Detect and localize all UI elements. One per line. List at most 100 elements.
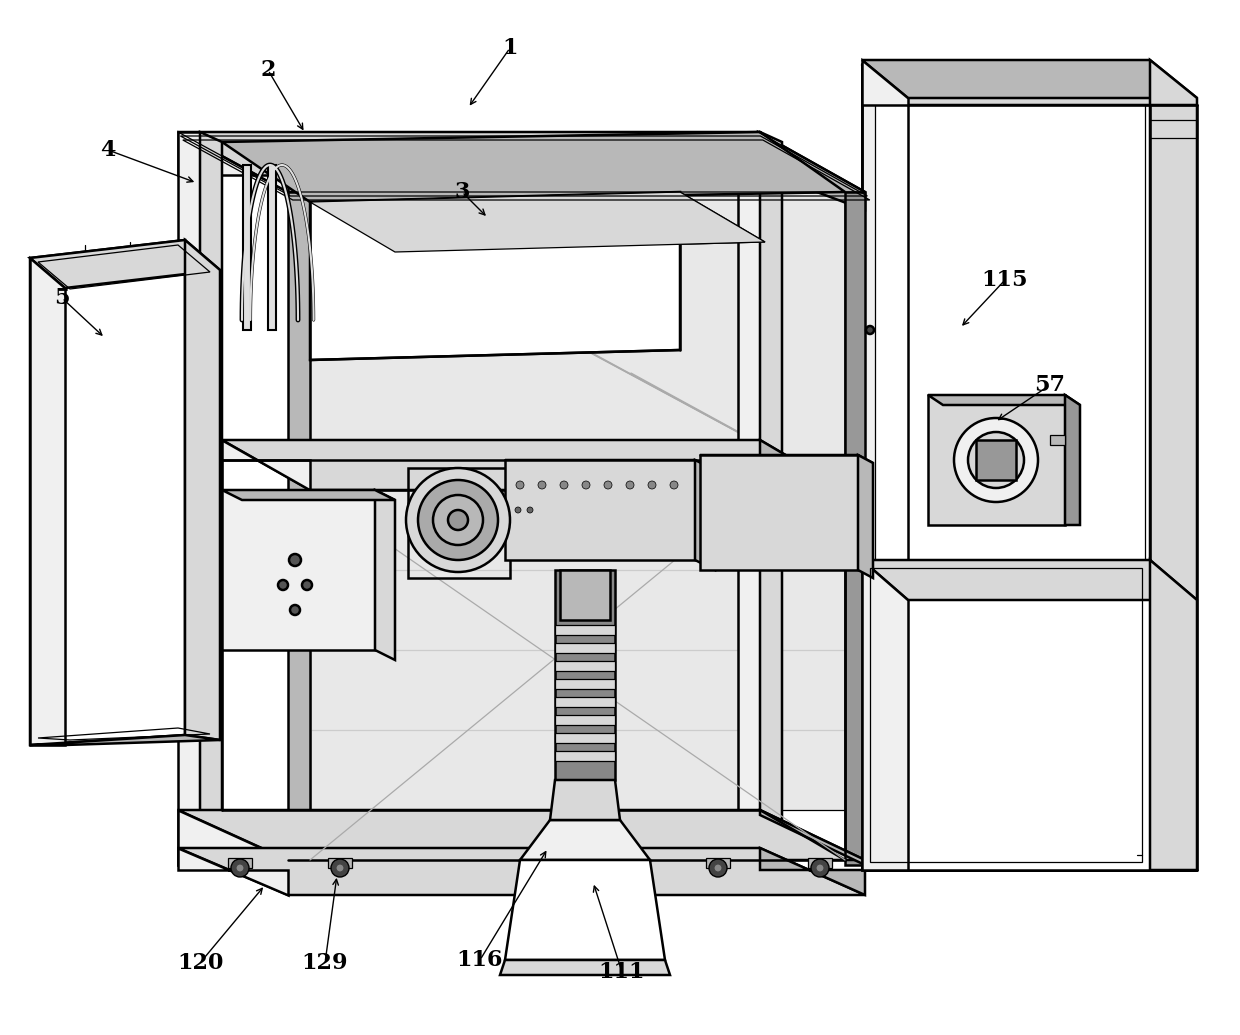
Circle shape xyxy=(278,580,288,590)
Polygon shape xyxy=(310,193,765,252)
Polygon shape xyxy=(179,132,866,193)
Circle shape xyxy=(649,481,656,489)
Circle shape xyxy=(236,864,244,873)
Text: 57: 57 xyxy=(1034,374,1065,396)
Polygon shape xyxy=(556,625,615,635)
Circle shape xyxy=(516,481,525,489)
Polygon shape xyxy=(862,65,908,870)
Circle shape xyxy=(448,510,467,530)
Polygon shape xyxy=(862,65,1197,105)
Text: 115: 115 xyxy=(982,269,1028,291)
Polygon shape xyxy=(760,440,844,510)
Polygon shape xyxy=(556,751,615,761)
Polygon shape xyxy=(1050,435,1065,445)
Polygon shape xyxy=(310,490,844,810)
Circle shape xyxy=(289,554,301,566)
Polygon shape xyxy=(179,848,288,895)
Polygon shape xyxy=(875,80,1145,858)
Circle shape xyxy=(303,580,312,590)
Polygon shape xyxy=(505,460,694,560)
Polygon shape xyxy=(738,132,760,865)
Circle shape xyxy=(538,481,546,489)
Circle shape xyxy=(418,480,498,560)
Circle shape xyxy=(816,864,825,873)
Polygon shape xyxy=(222,132,844,202)
Polygon shape xyxy=(844,193,866,865)
Polygon shape xyxy=(1149,560,1197,870)
Polygon shape xyxy=(556,570,615,780)
Circle shape xyxy=(405,468,510,572)
Text: 116: 116 xyxy=(456,949,503,971)
Circle shape xyxy=(714,864,722,873)
Polygon shape xyxy=(310,193,844,490)
Polygon shape xyxy=(179,810,866,860)
Circle shape xyxy=(604,481,613,489)
Polygon shape xyxy=(222,490,396,500)
Polygon shape xyxy=(200,132,222,865)
Circle shape xyxy=(527,507,533,513)
Polygon shape xyxy=(758,132,866,210)
Polygon shape xyxy=(222,440,844,490)
Polygon shape xyxy=(1149,65,1197,870)
Polygon shape xyxy=(862,560,1197,600)
Polygon shape xyxy=(1149,60,1197,105)
Polygon shape xyxy=(179,132,200,865)
Polygon shape xyxy=(556,643,615,653)
Polygon shape xyxy=(862,65,1197,105)
Text: 3: 3 xyxy=(454,181,470,203)
Polygon shape xyxy=(858,455,873,578)
Circle shape xyxy=(582,481,590,489)
Polygon shape xyxy=(556,661,615,671)
Circle shape xyxy=(626,481,634,489)
Circle shape xyxy=(811,859,830,877)
Polygon shape xyxy=(268,165,277,330)
Polygon shape xyxy=(694,460,715,570)
Circle shape xyxy=(968,432,1024,487)
Text: 129: 129 xyxy=(301,952,348,974)
Polygon shape xyxy=(760,848,866,895)
Circle shape xyxy=(709,859,727,877)
Polygon shape xyxy=(862,560,1149,870)
Circle shape xyxy=(331,859,348,877)
Polygon shape xyxy=(185,240,219,740)
Text: 2: 2 xyxy=(260,59,275,81)
Polygon shape xyxy=(862,65,1149,870)
Circle shape xyxy=(515,507,521,513)
Polygon shape xyxy=(706,858,730,868)
Polygon shape xyxy=(556,733,615,743)
Polygon shape xyxy=(928,395,1080,405)
Circle shape xyxy=(560,481,568,489)
Polygon shape xyxy=(551,780,620,820)
Polygon shape xyxy=(30,735,219,745)
Polygon shape xyxy=(179,848,866,895)
Polygon shape xyxy=(862,560,908,870)
Polygon shape xyxy=(288,193,310,865)
Polygon shape xyxy=(30,258,64,745)
Circle shape xyxy=(290,605,300,615)
Polygon shape xyxy=(808,858,832,868)
Polygon shape xyxy=(862,60,908,105)
Text: 5: 5 xyxy=(55,287,69,309)
Circle shape xyxy=(433,495,484,545)
Polygon shape xyxy=(374,490,396,660)
Polygon shape xyxy=(222,440,310,490)
Polygon shape xyxy=(505,860,665,960)
Circle shape xyxy=(231,859,249,877)
Polygon shape xyxy=(222,490,374,650)
Polygon shape xyxy=(310,193,680,360)
Polygon shape xyxy=(760,132,782,865)
Text: 4: 4 xyxy=(100,139,115,161)
Polygon shape xyxy=(556,697,615,707)
Polygon shape xyxy=(928,395,1065,525)
Polygon shape xyxy=(701,455,873,463)
Polygon shape xyxy=(228,858,252,868)
Polygon shape xyxy=(701,455,858,570)
Text: 120: 120 xyxy=(177,952,223,974)
Polygon shape xyxy=(30,240,185,745)
Polygon shape xyxy=(179,810,288,865)
Circle shape xyxy=(336,864,343,873)
Text: 1: 1 xyxy=(502,37,518,59)
Polygon shape xyxy=(310,193,765,252)
Polygon shape xyxy=(520,820,650,860)
Polygon shape xyxy=(560,570,610,620)
